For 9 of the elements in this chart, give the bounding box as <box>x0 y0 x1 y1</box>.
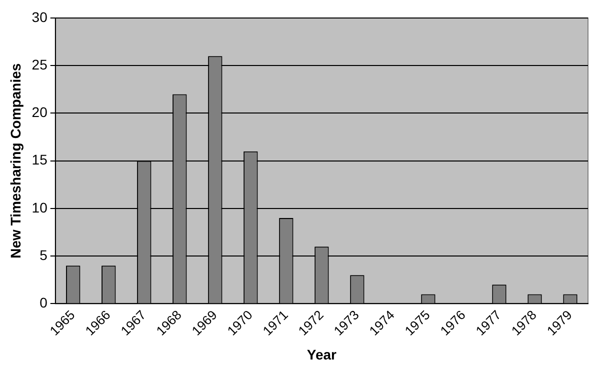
y-tick-label: 25 <box>32 56 48 72</box>
y-tick-label: 5 <box>40 246 48 263</box>
y-tick-label: 0 <box>40 294 48 311</box>
x-axis-title: Year <box>306 346 338 362</box>
y-tick-label: 20 <box>32 104 48 120</box>
y-tick-label: 15 <box>32 152 48 168</box>
y-axis-title: New Timesharing Companies <box>7 63 24 258</box>
y-tick-label: 30 <box>32 8 48 25</box>
y-tick-label: 10 <box>32 199 48 216</box>
